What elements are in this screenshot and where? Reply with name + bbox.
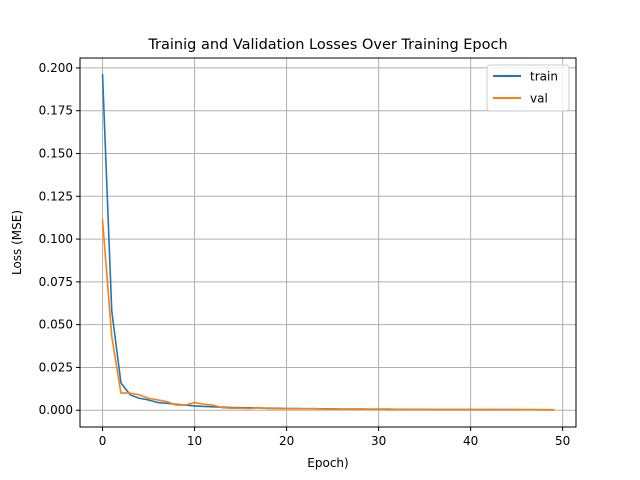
x-tick-label: 0 (99, 434, 107, 448)
y-tick-label: 0.175 (39, 104, 73, 118)
x-tick-label: 40 (463, 434, 478, 448)
x-axis-label: Epoch) (307, 456, 348, 470)
grid (80, 58, 576, 427)
x-axis: 0 10 20 30 40 50 (99, 427, 570, 448)
y-axis: 0.000 0.025 0.050 0.075 0.100 0.125 0.150 0.175… (39, 61, 80, 417)
legend-label-val: val (530, 92, 548, 106)
x-tick-label: 20 (279, 434, 294, 448)
y-tick-label: 0.125 (39, 189, 73, 203)
y-tick-label: 0.025 (39, 360, 73, 374)
legend-label-train: train (530, 70, 558, 84)
y-tick-label: 0.150 (39, 147, 73, 161)
series-layer (101, 73, 555, 411)
y-tick-label: 0.050 (39, 318, 73, 332)
legend: train val (486, 64, 570, 112)
y-tick-label: 0.075 (39, 275, 73, 289)
y-tick-label: 0.100 (39, 232, 73, 246)
axes-frame (79, 57, 577, 428)
chart-title: Trainig and Validation Losses Over Train… (147, 37, 507, 53)
x-tick-label: 30 (371, 434, 386, 448)
x-tick-label: 50 (555, 434, 570, 448)
y-tick-label: 0.200 (39, 61, 73, 75)
series-line-val (101, 219, 555, 411)
plot-area (80, 58, 576, 427)
x-tick-label: 10 (187, 434, 202, 448)
y-axis-label: Loss (MSE) (10, 210, 24, 275)
y-tick-label: 0.000 (39, 403, 73, 417)
